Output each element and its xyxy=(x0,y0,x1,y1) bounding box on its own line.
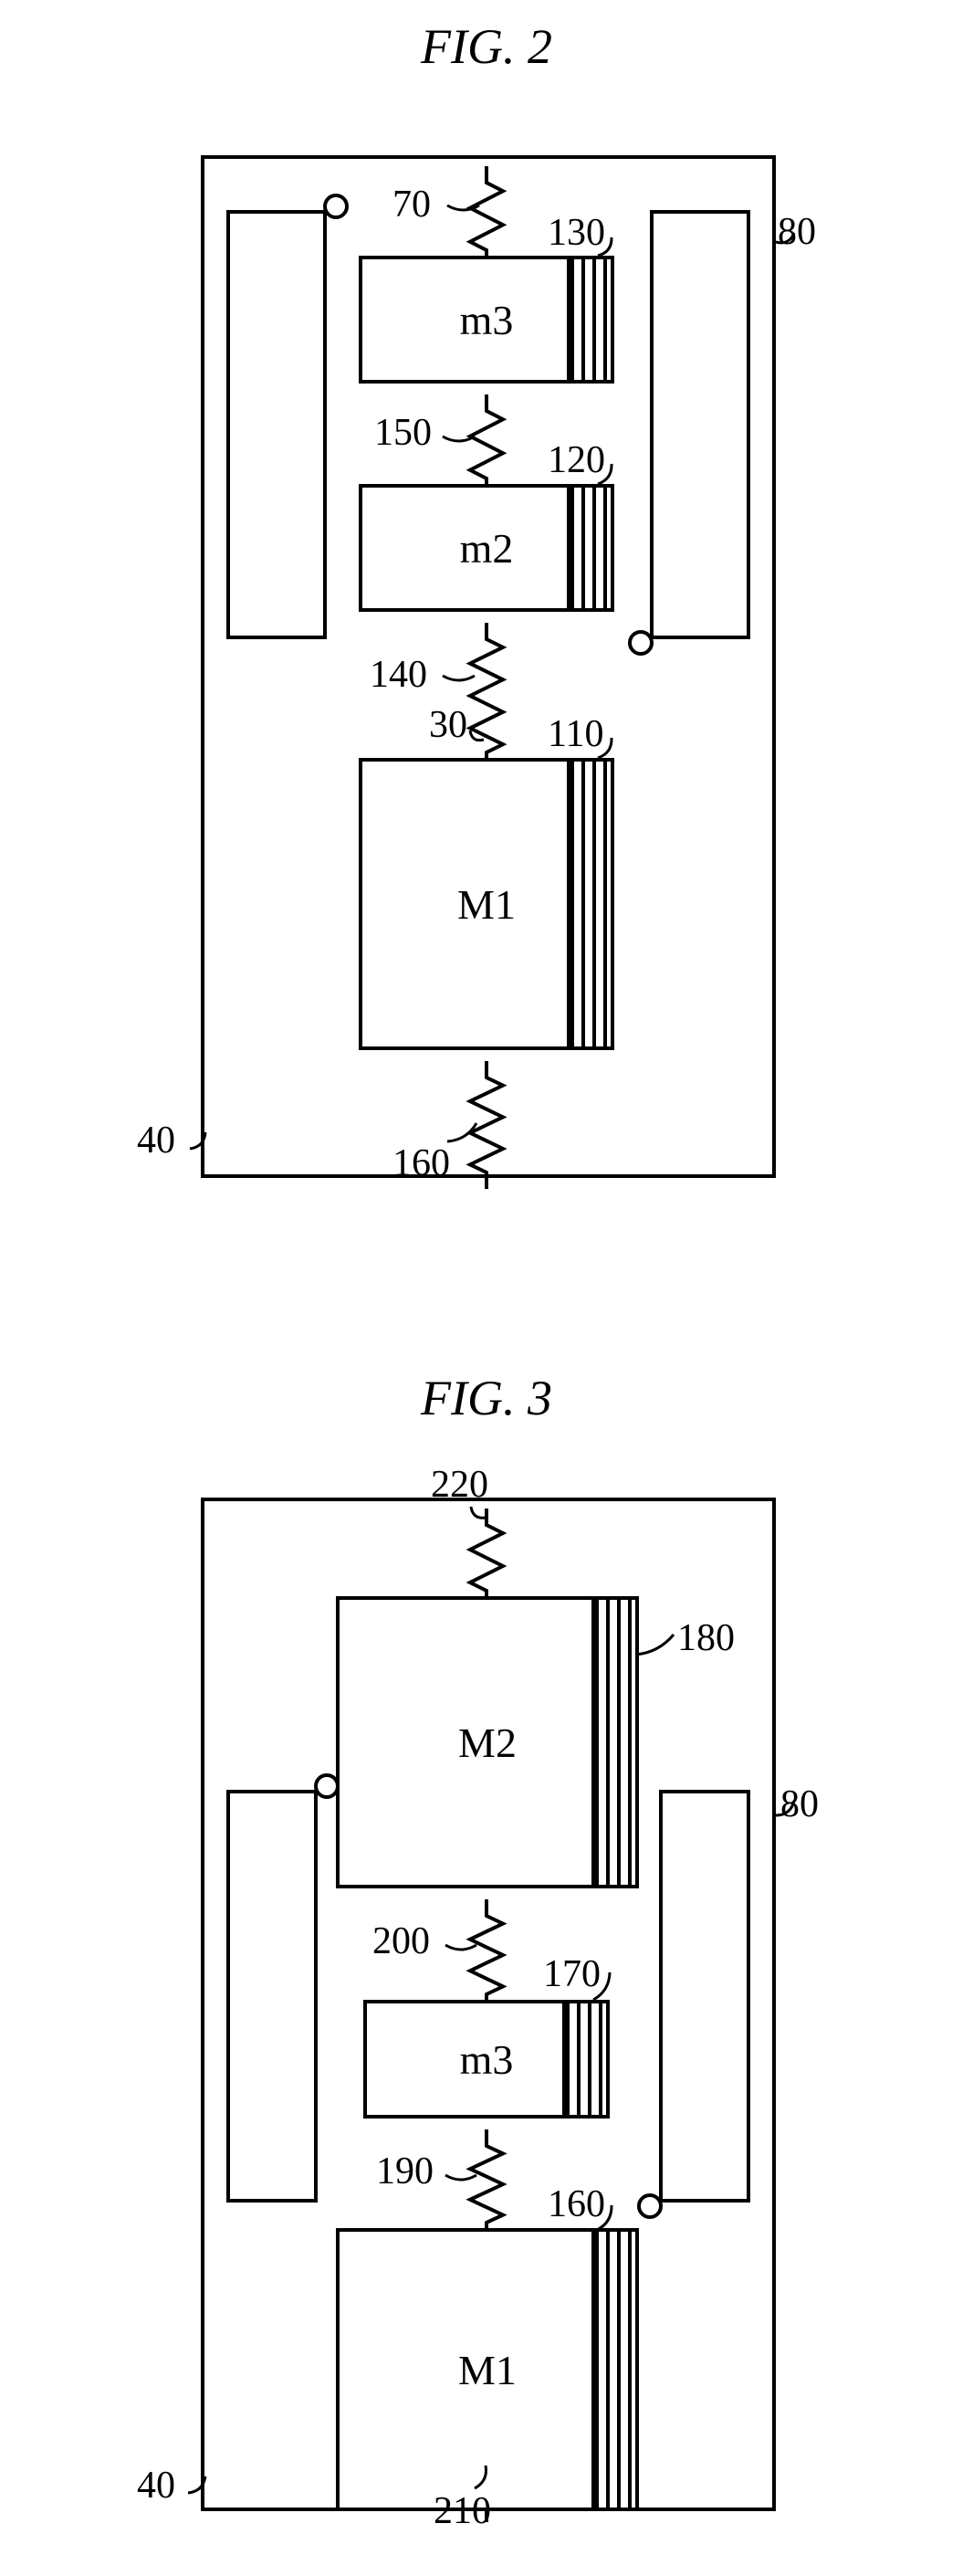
callout-number: 160 xyxy=(548,2182,605,2226)
side-element xyxy=(659,1790,750,2203)
spring-symbol xyxy=(486,612,487,613)
hatch-region xyxy=(591,1596,639,1888)
callout-number: 30 xyxy=(429,703,467,747)
mass-label: m3 xyxy=(460,296,514,344)
hatch-region xyxy=(567,758,614,1050)
spring-symbol xyxy=(486,155,487,156)
callout-number: 80 xyxy=(780,1782,819,1826)
mass-block-m2: m2 xyxy=(359,484,614,612)
callout-number: 210 xyxy=(434,2489,491,2533)
figure-title: FIG. 2 xyxy=(0,18,973,75)
hatch-region xyxy=(567,256,614,384)
callout-number: 190 xyxy=(376,2150,434,2193)
callout-number: 200 xyxy=(372,1919,430,1963)
callout-number: 40 xyxy=(137,1119,175,1162)
mass-block-m3: m3 xyxy=(359,256,614,384)
mass-label: M2 xyxy=(458,1719,517,1767)
hatch-region xyxy=(591,2228,639,2511)
hatch-region xyxy=(567,484,614,612)
callout-number: 120 xyxy=(548,438,605,482)
hatch-region xyxy=(562,2000,610,2119)
spring-symbol xyxy=(486,1050,487,1051)
mass-block-M1: M1 xyxy=(359,758,614,1050)
spring-symbol xyxy=(486,1888,487,1889)
figure-title: FIG. 3 xyxy=(0,1370,973,1426)
callout-number: 180 xyxy=(677,1616,735,1660)
callout-number: 40 xyxy=(137,2464,175,2508)
side-element xyxy=(226,1790,318,2203)
mass-label: M1 xyxy=(457,880,516,929)
mass-block-M1: M1 xyxy=(336,2228,639,2511)
mass-block-M2: M2 xyxy=(336,1596,639,1888)
side-element xyxy=(650,210,750,639)
callout-number: 170 xyxy=(543,1952,601,1996)
mass-label: M1 xyxy=(458,2346,517,2394)
mass-block-m3: m3 xyxy=(363,2000,610,2119)
dot-marker xyxy=(637,2193,663,2219)
callout-number: 150 xyxy=(374,411,432,455)
callout-number: 160 xyxy=(392,1141,450,1185)
mass-label: m3 xyxy=(460,2035,514,2084)
dot-marker xyxy=(323,194,349,219)
mass-label: m2 xyxy=(460,524,514,573)
callout-number: 110 xyxy=(548,712,603,756)
callout-number: 220 xyxy=(431,1463,488,1507)
callout-number: 80 xyxy=(778,210,816,254)
side-element xyxy=(226,210,327,639)
callout-number: 70 xyxy=(392,183,431,226)
callout-number: 130 xyxy=(548,211,605,255)
dot-marker xyxy=(628,630,654,656)
callout-number: 140 xyxy=(370,653,427,697)
